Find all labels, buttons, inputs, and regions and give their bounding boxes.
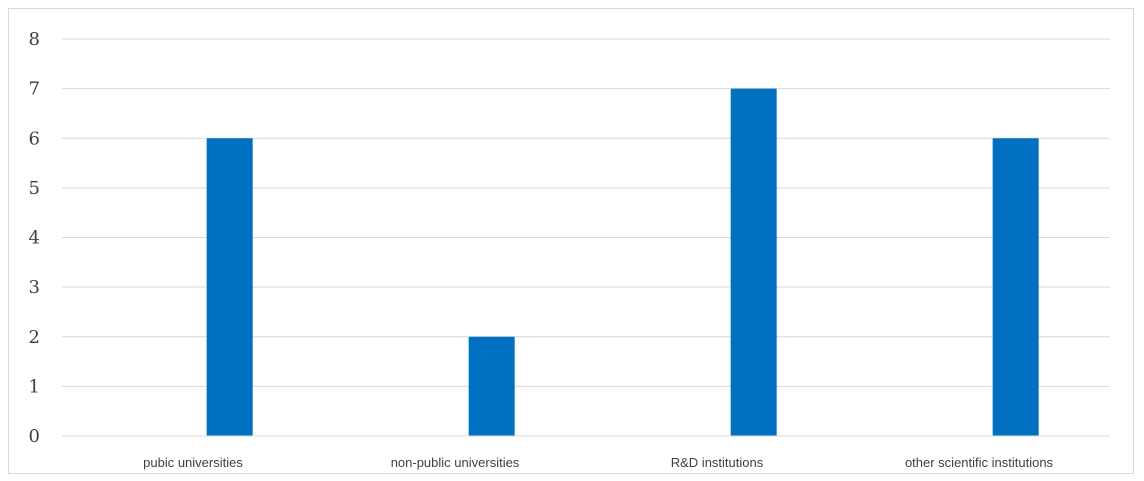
y-tick-label: 7 [29,79,40,100]
y-tick-label: 5 [29,178,40,199]
bar [206,138,253,436]
y-tick-label: 2 [29,327,40,348]
x-tick-label: R&D institutions [671,455,764,470]
x-tick-label: pubic universities [143,455,243,470]
y-tick-label: 8 [29,29,40,50]
y-tick-label: 6 [29,128,40,149]
bars [206,88,1039,436]
y-tick-label: 0 [29,426,40,447]
bar [468,336,515,436]
bar [730,88,777,436]
y-tick-label: 4 [29,228,40,249]
y-axis-tick-labels: 0 1 2 3 4 5 6 7 8 [29,29,40,447]
bar [992,138,1039,436]
x-axis-tick-labels: pubic universities non-public universitie… [143,455,1053,470]
chart-frame [8,8,1134,474]
x-tick-label: other scientific institutions [905,455,1054,470]
y-tick-label: 3 [29,277,40,298]
x-tick-label: non-public universities [391,455,520,470]
y-tick-label: 1 [29,376,40,397]
